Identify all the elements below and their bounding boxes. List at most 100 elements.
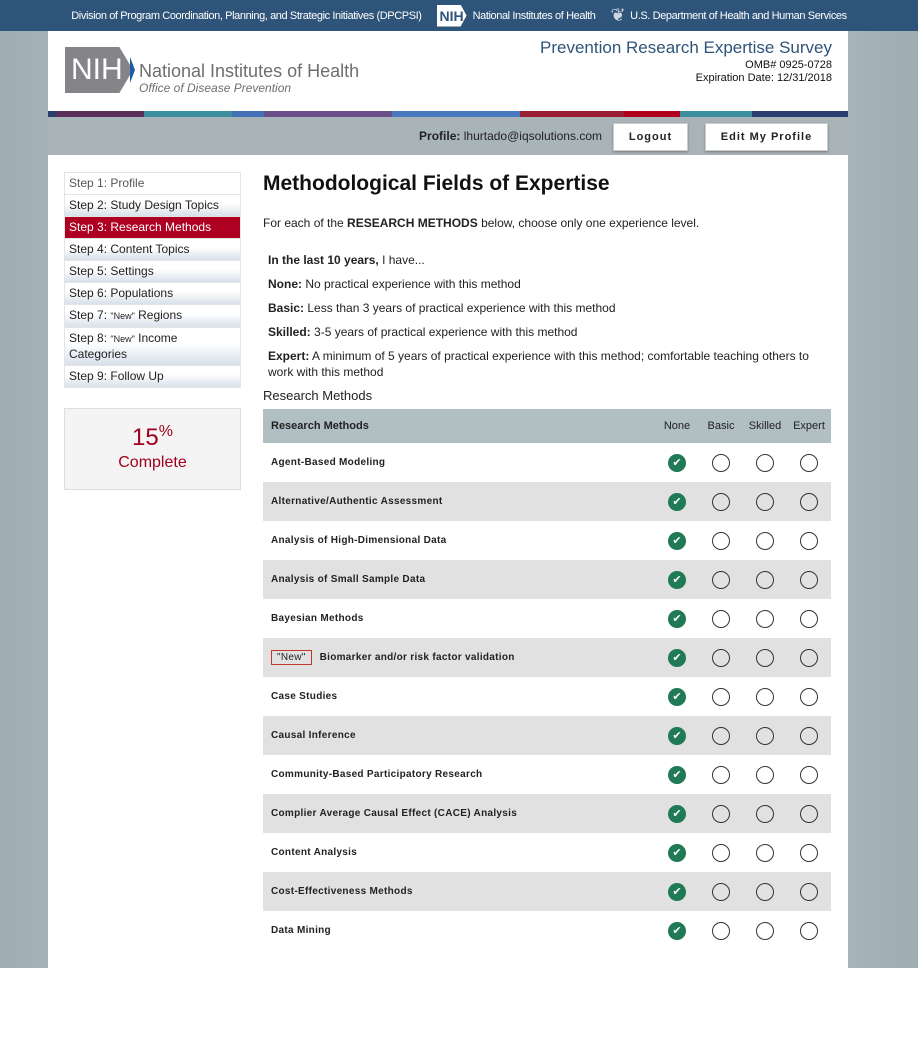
level-definitions: In the last 10 years, I have... None: No …	[263, 252, 833, 380]
radio-skilled[interactable]	[756, 921, 774, 940]
radio-basic[interactable]	[712, 726, 730, 745]
radio-none[interactable]: ✔	[668, 492, 686, 511]
radio-basic[interactable]	[712, 609, 730, 628]
table-row: Alternative/Authentic Assessment ✔	[263, 482, 831, 521]
radio-none[interactable]: ✔	[668, 882, 686, 901]
radio-expert[interactable]	[800, 648, 818, 667]
radio-basic[interactable]	[712, 453, 730, 472]
radio-basic[interactable]	[712, 921, 730, 940]
profile-info: Profile: lhurtado@iqsolutions.com	[419, 129, 602, 143]
radio-basic[interactable]	[712, 492, 730, 511]
table-row: Community-Based Participatory Research ✔	[263, 755, 831, 794]
radio-expert[interactable]	[800, 843, 818, 862]
radio-skilled[interactable]	[756, 726, 774, 745]
radio-expert[interactable]	[800, 921, 818, 940]
method-name: Analysis of Small Sample Data	[263, 560, 655, 599]
column-header: Skilled	[743, 409, 787, 443]
sidebar-step-4[interactable]: Step 4: Content Topics	[64, 239, 241, 261]
expiration-date: Expiration Date: 12/31/2018	[695, 72, 832, 84]
column-header: Basic	[699, 409, 743, 443]
radio-skilled[interactable]	[756, 453, 774, 472]
column-header: Research Methods	[263, 409, 655, 443]
radio-none[interactable]: ✔	[668, 687, 686, 706]
profile-label: Profile:	[419, 129, 461, 143]
radio-skilled[interactable]	[756, 687, 774, 706]
profile-bar: Profile: lhurtado@iqsolutions.com Logout…	[48, 117, 848, 155]
radio-basic[interactable]	[712, 687, 730, 706]
sidebar-step-1[interactable]: Step 1: Profile	[64, 172, 241, 195]
radio-none[interactable]: ✔	[668, 804, 686, 823]
radio-expert[interactable]	[800, 765, 818, 784]
new-tag: "New"	[110, 311, 135, 321]
radio-skilled[interactable]	[756, 531, 774, 550]
sidebar-step-9[interactable]: Step 9: Follow Up	[64, 366, 241, 388]
methods-table: Research Methods None Basic Skilled Expert A…	[263, 409, 831, 950]
radio-basic[interactable]	[712, 648, 730, 667]
method-name: Agent-Based Modeling	[271, 457, 386, 468]
radio-basic[interactable]	[712, 882, 730, 901]
radio-none[interactable]: ✔	[668, 648, 686, 667]
progress-box: 15% Complete	[64, 408, 241, 490]
radio-none[interactable]: ✔	[668, 843, 686, 862]
radio-none[interactable]: ✔	[668, 609, 686, 628]
logo-chevron-icon	[113, 47, 135, 93]
radio-skilled[interactable]	[756, 609, 774, 628]
radio-basic[interactable]	[712, 843, 730, 862]
radio-none[interactable]: ✔	[668, 921, 686, 940]
table-row: Analysis of High-Dimensional Data ✔	[263, 521, 831, 560]
column-header: None	[655, 409, 699, 443]
method-name: Bayesian Methods	[271, 613, 364, 624]
radio-basic[interactable]	[712, 804, 730, 823]
radio-skilled[interactable]	[756, 648, 774, 667]
radio-basic[interactable]	[712, 765, 730, 784]
radio-skilled[interactable]	[756, 492, 774, 511]
sidebar-step-7[interactable]: Step 7: "New" Regions	[64, 305, 241, 328]
profile-email: lhurtado@iqsolutions.com	[463, 129, 602, 143]
sidebar-step-8[interactable]: Step 8: "New" Income Categories	[64, 328, 241, 366]
sidebar-step-5[interactable]: Step 5: Settings	[64, 261, 241, 283]
radio-expert[interactable]	[800, 609, 818, 628]
nih-badge-icon[interactable]: NIH	[436, 4, 467, 27]
radio-skilled[interactable]	[756, 570, 774, 589]
hhs-link[interactable]: U.S. Department of Health and Human Serv…	[630, 9, 847, 22]
radio-skilled[interactable]	[756, 843, 774, 862]
nih-logo[interactable]: NIH	[65, 47, 133, 93]
step-nav: Step 1: Profile Step 2: Study Design Topi…	[64, 172, 241, 388]
radio-none[interactable]: ✔	[668, 765, 686, 784]
sidebar-step-6[interactable]: Step 6: Populations	[64, 283, 241, 305]
radio-expert[interactable]	[800, 804, 818, 823]
radio-skilled[interactable]	[756, 882, 774, 901]
nih-link[interactable]: National Institutes of Health	[472, 9, 596, 22]
radio-expert[interactable]	[800, 453, 818, 472]
division-link[interactable]: Division of Program Coordination, Planni…	[71, 9, 422, 22]
radio-skilled[interactable]	[756, 804, 774, 823]
sidebar-step-2[interactable]: Step 2: Study Design Topics	[64, 195, 241, 217]
sidebar-step-3[interactable]: Step 3: Research Methods	[64, 217, 241, 239]
progress-percent: 15%	[132, 423, 173, 451]
new-tag: "New"	[271, 650, 312, 665]
radio-skilled[interactable]	[756, 765, 774, 784]
table-row: Analysis of Small Sample Data ✔	[263, 560, 831, 599]
radio-expert[interactable]	[800, 726, 818, 745]
radio-expert[interactable]	[800, 882, 818, 901]
radio-none[interactable]: ✔	[668, 453, 686, 472]
method-name: "New" Biomarker and/or risk factor valida…	[263, 638, 655, 677]
table-row: Bayesian Methods ✔	[263, 599, 831, 638]
radio-expert[interactable]	[800, 570, 818, 589]
column-header: Expert	[787, 409, 831, 443]
definition: In the last 10 years, I have...	[268, 253, 425, 267]
radio-none[interactable]: ✔	[668, 570, 686, 589]
definition: Expert: A minimum of 5 years of practica…	[268, 349, 809, 379]
radio-expert[interactable]	[800, 492, 818, 511]
radio-expert[interactable]	[800, 687, 818, 706]
method-name: Analysis of High-Dimensional Data	[271, 535, 447, 546]
radio-basic[interactable]	[712, 570, 730, 589]
radio-expert[interactable]	[800, 531, 818, 550]
logout-button[interactable]: Logout	[613, 123, 688, 151]
edit-profile-button[interactable]: Edit My Profile	[705, 123, 828, 151]
hhs-eagle-icon: ❦	[610, 5, 626, 25]
radio-basic[interactable]	[712, 531, 730, 550]
radio-none[interactable]: ✔	[668, 726, 686, 745]
radio-none[interactable]: ✔	[668, 531, 686, 550]
logo-subtitle: Office of Disease Prevention	[139, 81, 292, 95]
